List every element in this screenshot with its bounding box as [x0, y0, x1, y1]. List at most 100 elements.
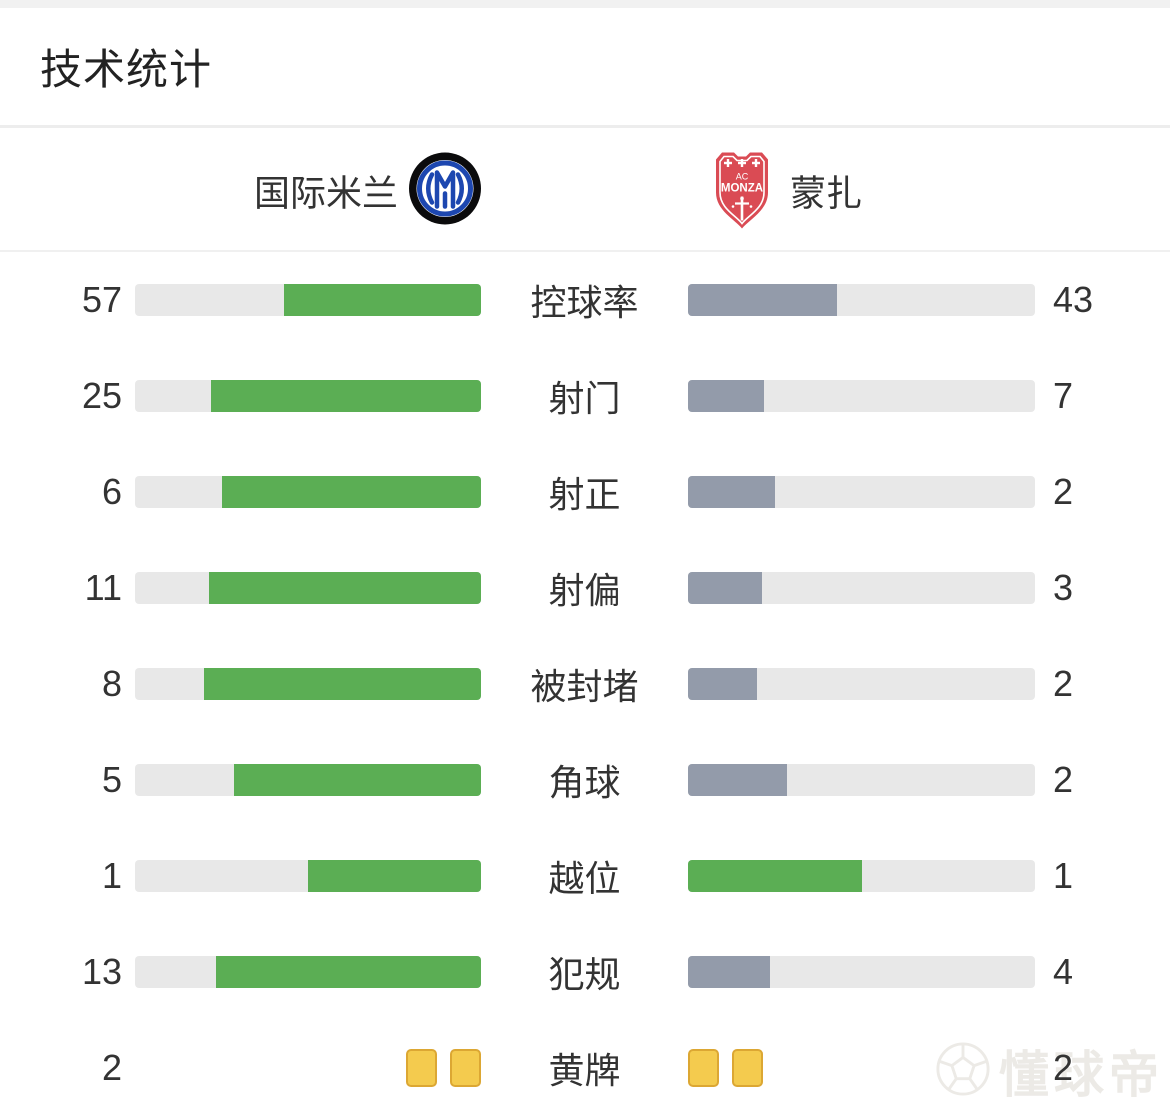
stat-home-value: 6	[101, 471, 122, 512]
away-bar	[688, 764, 1035, 796]
header: 技术统计	[0, 8, 1170, 128]
away-bar-fill	[688, 380, 764, 412]
away-bar-cell	[688, 857, 1035, 895]
stat-away-value: 2	[1053, 1047, 1074, 1088]
stat-away-value: 3	[1053, 567, 1074, 608]
ac-monza-crest-icon: AC MONZA	[712, 147, 772, 234]
svg-text:MONZA: MONZA	[721, 182, 763, 194]
away-bar-cell	[688, 761, 1035, 799]
team-home[interactable]: 国际米兰	[254, 151, 482, 230]
stat-home-value: 25	[81, 375, 122, 416]
home-bar	[135, 860, 481, 892]
stats-list: 57 控球率 43 25 射门	[0, 252, 1170, 1116]
home-bar-cell	[135, 1049, 481, 1087]
home-bar-fill	[204, 668, 481, 700]
away-bar-cell	[688, 377, 1035, 415]
home-bar-fill	[308, 860, 481, 892]
stat-label: 犯规	[548, 954, 621, 995]
home-bar-fill	[210, 380, 481, 412]
away-bar	[688, 668, 1035, 700]
stat-label: 射偏	[548, 570, 621, 611]
stat-label: 越位	[548, 858, 621, 899]
page-top-strip	[0, 0, 1170, 8]
away-bar-fill	[688, 284, 838, 316]
yellow-card-icon	[450, 1049, 481, 1087]
stat-away-value: 4	[1053, 951, 1074, 992]
home-bar-fill	[221, 476, 481, 508]
stat-row: 8 被封堵 2	[0, 636, 1170, 732]
stat-row: 2 黄牌 2	[0, 1020, 1170, 1116]
home-bar-cell	[135, 665, 481, 703]
away-bar-cell	[688, 281, 1035, 319]
stat-away-value: 2	[1053, 759, 1074, 800]
team-home-name: 国际米兰	[253, 172, 398, 214]
home-bar	[135, 764, 481, 796]
stat-label: 黄牌	[548, 1050, 621, 1091]
stat-home-value: 5	[101, 759, 122, 800]
away-bar	[688, 860, 1035, 892]
away-bar-fill	[688, 668, 758, 700]
away-bar-fill	[688, 956, 770, 988]
stat-row: 25 射门 7	[0, 348, 1170, 444]
watermark-text: 懂球帝	[999, 1047, 1164, 1103]
away-bar-cell	[688, 569, 1035, 607]
stat-away-value: 1	[1053, 855, 1074, 896]
home-bar-fill	[283, 284, 481, 316]
away-bar	[688, 476, 1035, 508]
home-bar-cell	[135, 857, 481, 895]
away-cards	[688, 1049, 1035, 1087]
stat-row: 11 射偏 3	[0, 540, 1170, 636]
stat-home-value: 11	[84, 567, 122, 608]
stat-label: 被封堵	[530, 666, 639, 707]
stat-away-value: 2	[1053, 663, 1074, 704]
stat-label: 角球	[548, 762, 621, 803]
home-cards	[135, 1049, 481, 1087]
page-title: 技术统计	[40, 46, 213, 93]
away-bar	[688, 380, 1035, 412]
home-bar	[135, 572, 481, 604]
stat-label: 射门	[548, 378, 621, 419]
inter-milan-crest-icon	[408, 151, 482, 230]
team-away[interactable]: AC MONZA 蒙扎	[712, 147, 862, 234]
away-bar-fill	[688, 476, 775, 508]
stat-label: 控球率	[530, 282, 639, 323]
away-bar-cell	[688, 665, 1035, 703]
stat-away-value: 7	[1053, 375, 1074, 416]
away-bar-fill	[688, 764, 788, 796]
teams-row: 国际米兰 AC MO	[0, 131, 1170, 252]
home-bar	[135, 284, 481, 316]
stat-away-value: 43	[1053, 279, 1094, 320]
away-bar-fill	[688, 860, 862, 892]
stat-home-value: 1	[101, 855, 122, 896]
away-bar-cell	[688, 473, 1035, 511]
yellow-card-icon	[688, 1049, 719, 1087]
stat-row: 13 犯规 4	[0, 924, 1170, 1020]
away-bar	[688, 956, 1035, 988]
home-bar-cell	[135, 569, 481, 607]
away-bar-cell	[688, 953, 1035, 991]
stat-row: 5 角球 2	[0, 732, 1170, 828]
home-bar-fill	[233, 764, 481, 796]
stat-row: 1 越位 1	[0, 828, 1170, 924]
home-bar-cell	[135, 281, 481, 319]
away-bar-cell	[688, 1049, 1035, 1087]
stat-away-value: 2	[1053, 471, 1074, 512]
stat-label: 射正	[548, 474, 621, 515]
home-bar	[135, 380, 481, 412]
stat-home-value: 13	[81, 951, 122, 992]
home-bar-cell	[135, 761, 481, 799]
away-bar-fill	[688, 572, 763, 604]
home-bar-fill	[216, 956, 481, 988]
home-bar-cell	[135, 473, 481, 511]
stat-home-value: 2	[101, 1047, 122, 1088]
yellow-card-icon	[732, 1049, 763, 1087]
home-bar-cell	[135, 377, 481, 415]
team-away-name: 蒙扎	[790, 172, 863, 214]
away-bar	[688, 572, 1035, 604]
stat-row: 6 射正 2	[0, 444, 1170, 540]
home-bar	[135, 956, 481, 988]
watermark: 懂球帝	[935, 1035, 1164, 1107]
home-bar-fill	[209, 572, 481, 604]
stat-row: 57 控球率 43	[0, 252, 1170, 348]
stat-home-value: 57	[81, 279, 122, 320]
